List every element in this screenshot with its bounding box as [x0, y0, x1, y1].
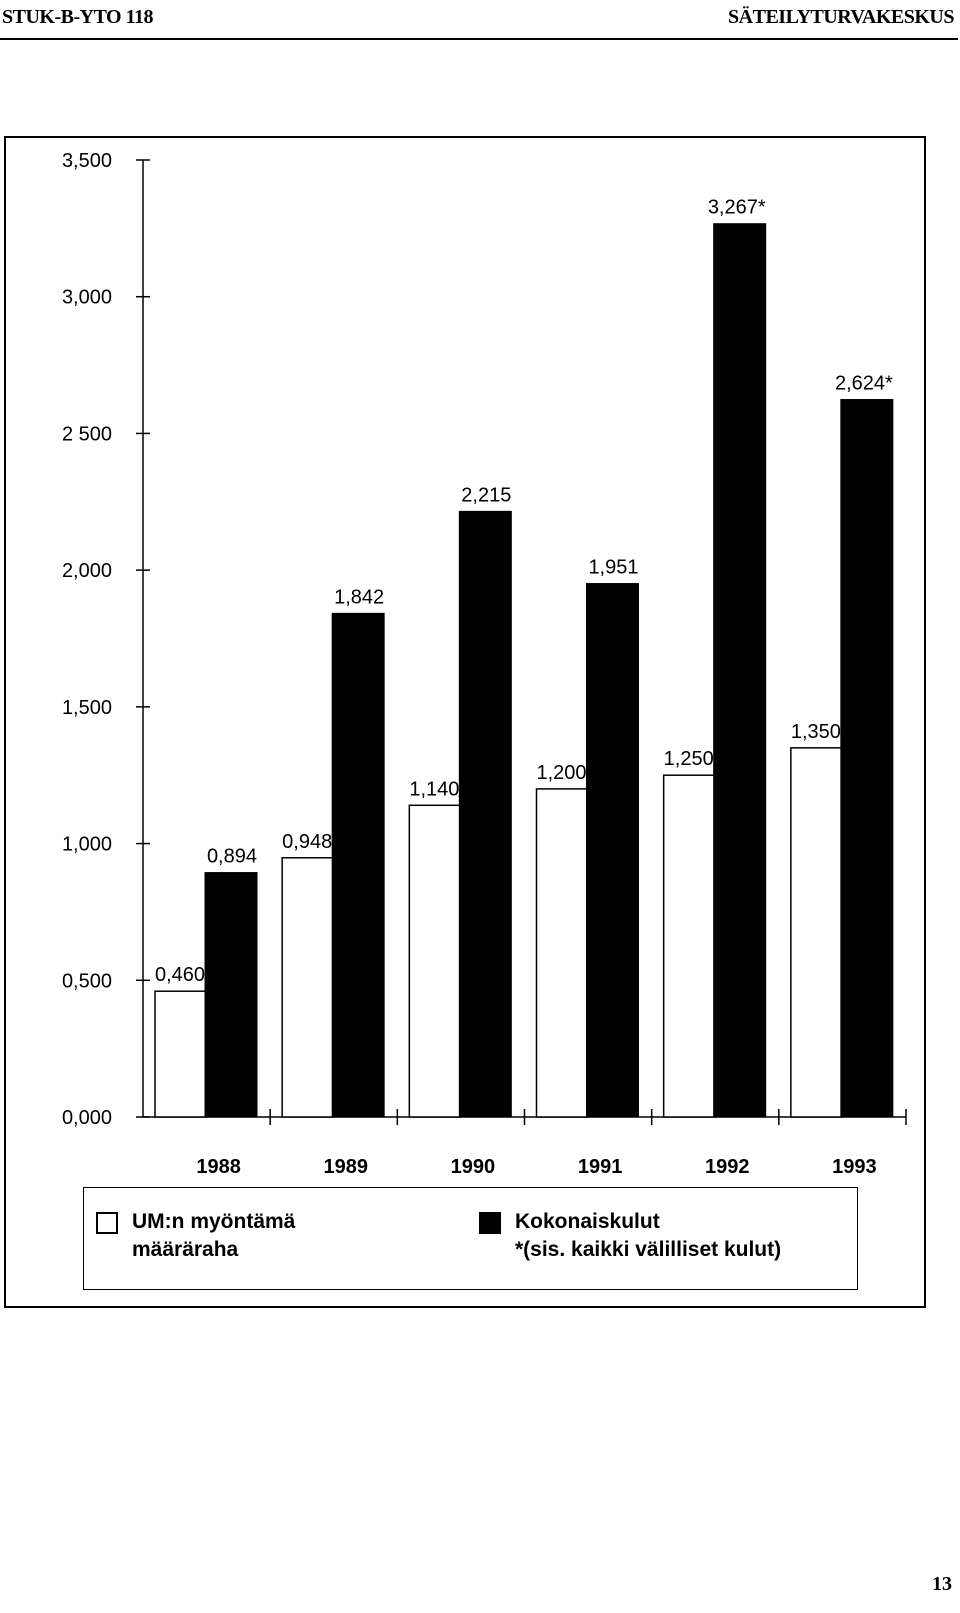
data-label-total-costs: 2,215 — [461, 484, 511, 506]
y-tick-label: 2 500 — [62, 423, 112, 445]
data-label-total-costs: 2,624* — [835, 373, 893, 395]
x-tick-label: 1991 — [578, 1156, 623, 1178]
legend-label-allocation-2: määräraha — [132, 1238, 239, 1261]
bar-allocation — [535, 788, 590, 1118]
y-tick-label: 0,000 — [62, 1107, 112, 1129]
header-report-id: STUK-B-YTO 118 — [2, 6, 154, 28]
y-tick-label: 0,500 — [62, 970, 112, 992]
bar-layer — [154, 223, 894, 1118]
x-tick-label: 1989 — [324, 1156, 369, 1178]
data-label-allocation: 0,948 — [282, 831, 332, 853]
bar-allocation — [790, 747, 844, 1118]
axis-layer: 0,000 0,500 1,000 1,500 2,000 2 500 3,000 3,500… — [62, 150, 907, 1178]
y-axis-label: Milj. mk — [595, 613, 617, 682]
label-layer: 0,460 0,894 0,948 1,842 1,140 2,215 1,200 1,951… — [155, 197, 893, 987]
bar-allocation — [662, 774, 717, 1118]
bar-total-costs — [204, 872, 258, 1118]
data-label-allocation: 1,140 — [409, 778, 459, 800]
legend-swatch-white — [96, 1212, 118, 1234]
x-tick-label: 1992 — [705, 1156, 750, 1178]
bar-total-costs — [331, 612, 385, 1118]
y-tick-label: 2,000 — [62, 560, 112, 582]
data-label-total-costs: 0,894 — [207, 846, 257, 868]
x-tick-label: 1990 — [451, 1156, 496, 1178]
bar-total-costs — [840, 399, 894, 1118]
y-tick-label: 1,000 — [62, 834, 112, 856]
data-label-allocation: 0,460 — [155, 964, 205, 986]
data-label-total-costs: 3,267* — [708, 197, 766, 219]
bar-total-costs — [713, 223, 767, 1118]
legend-label-total-1: Kokonaiskulut — [515, 1210, 660, 1233]
bar-allocation — [154, 990, 208, 1118]
y-tick-label: 3,500 — [62, 150, 112, 172]
bar-allocation — [408, 804, 463, 1118]
legend-swatch-black — [479, 1212, 501, 1234]
data-label-allocation: 1,250 — [664, 748, 714, 770]
y-tick-label: 3,000 — [62, 287, 112, 309]
bar-allocation — [281, 857, 335, 1118]
chart-frame — [4, 136, 926, 1308]
data-label-allocation: 1,350 — [791, 721, 841, 743]
data-label-allocation: 1,200 — [537, 762, 587, 784]
header-divider — [0, 38, 958, 40]
data-label-total-costs: 1,842 — [334, 586, 384, 608]
page-number: 13 — [932, 1573, 952, 1595]
header-organization: SÄTEILYTURVAKESKUS — [728, 6, 954, 28]
bar-total-costs — [458, 510, 512, 1118]
y-tick-label: 1,500 — [62, 697, 112, 719]
legend-label-allocation-1: UM:n myöntämä — [132, 1210, 296, 1233]
legend: UM:n myöntämä määräraha Kokonaiskulut *(… — [83, 1187, 858, 1290]
bar-total-costs — [586, 583, 639, 1118]
legend-label-total-2: *(sis. kaikki välilliset kulut) — [515, 1238, 782, 1261]
data-label-total-costs: 1,951 — [588, 557, 638, 579]
x-tick-label: 1988 — [196, 1156, 241, 1178]
x-tick-label: 1993 — [832, 1156, 877, 1178]
